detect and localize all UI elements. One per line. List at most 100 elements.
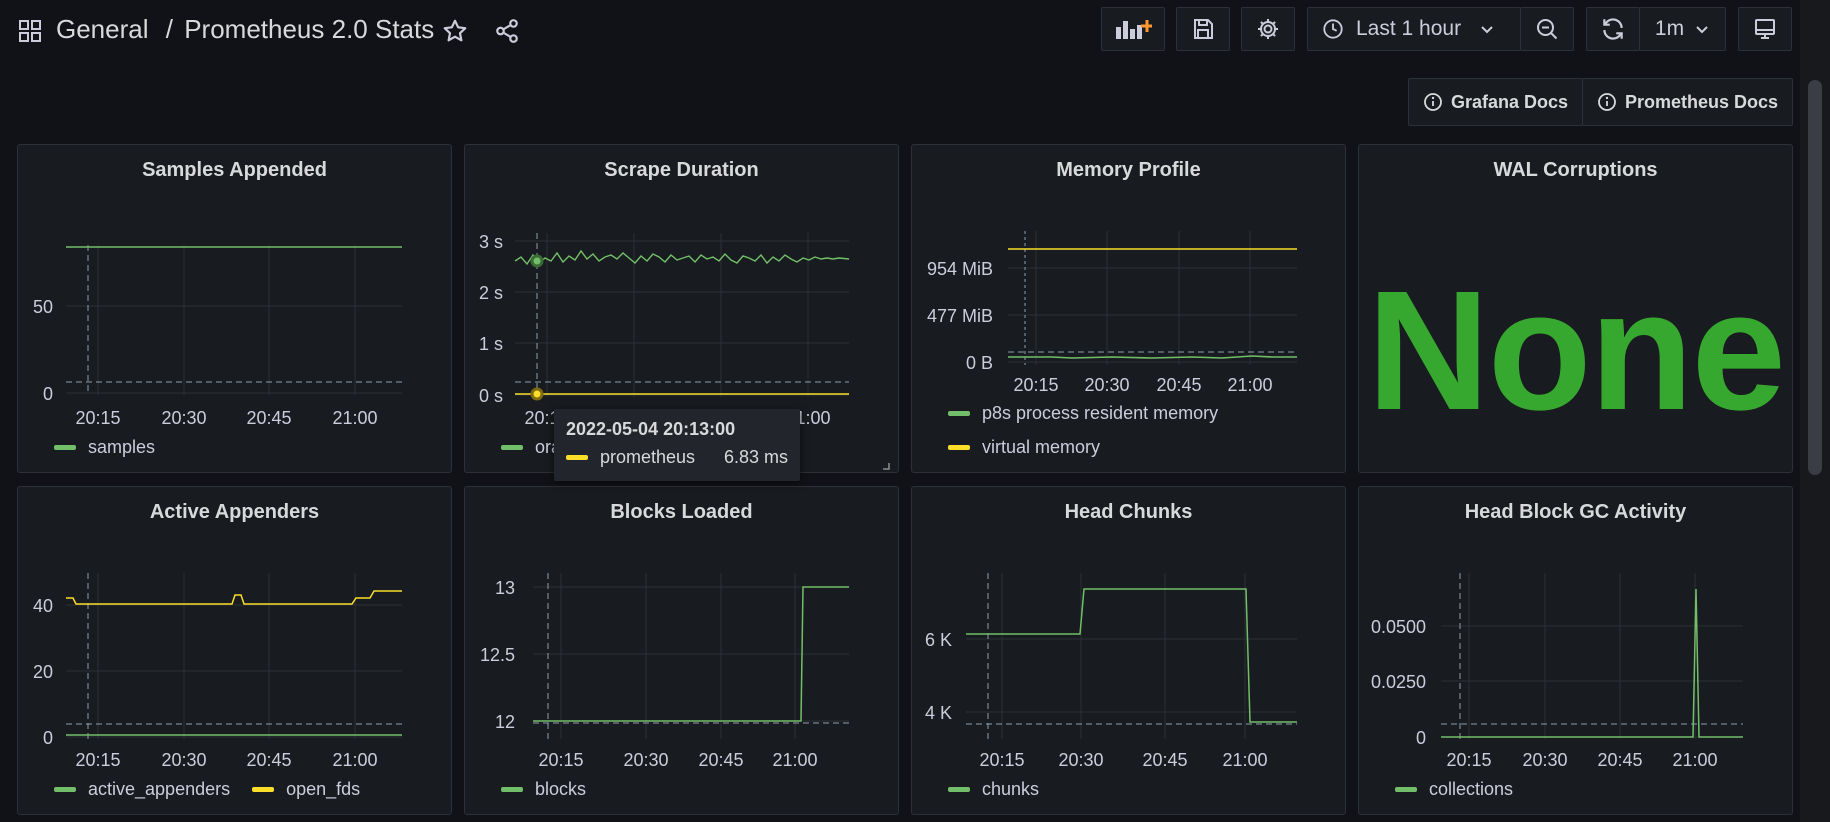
y-tick-label: 13 (495, 578, 515, 598)
legend-item[interactable]: samples (54, 437, 155, 458)
chevron-down-icon (1696, 26, 1708, 34)
blocks-loaded-chart: 13 12.5 12 20:15 20:30 20:45 21:00 (480, 573, 849, 770)
panel-active-appenders[interactable]: Active Appenders 40 20 0 20:15 20:30 20:… (17, 486, 452, 815)
x-tick-label: 21:00 (332, 750, 377, 770)
legend: samples (54, 437, 155, 458)
legend-item[interactable]: p8s process resident memory (948, 403, 1218, 424)
x-tick-label: 20:30 (1058, 750, 1103, 770)
grafana-docs-link[interactable]: Grafana Docs (1408, 78, 1584, 126)
y-tick-label: 0.0500 (1371, 617, 1426, 637)
x-tick-label: 20:45 (246, 408, 291, 428)
tooltip-series: prometheus (566, 447, 695, 468)
breadcrumb-folder[interactable]: General (56, 14, 149, 44)
share-icon[interactable] (494, 18, 520, 44)
panel-head-block-gc[interactable]: Head Block GC Activity 0.0500 0.0250 0 2… (1358, 486, 1793, 815)
add-panel-icon (1116, 20, 1152, 39)
x-tick-label: 20:15 (979, 750, 1024, 770)
legend: active_appenders open_fds (54, 779, 360, 800)
y-tick-label: 20 (33, 662, 53, 682)
legend-item[interactable]: virtual memory (948, 437, 1100, 458)
y-tick-label: 0 (43, 384, 53, 404)
scrollbar[interactable] (1800, 0, 1830, 822)
series-open-fds (66, 590, 402, 605)
time-range-label: Last 1 hour (1356, 17, 1462, 40)
add-panel-button[interactable] (1101, 7, 1165, 51)
x-tick-label: 21:00 (1227, 375, 1272, 395)
breadcrumb-separator: / (165, 14, 173, 44)
x-tick-label: 20:30 (623, 750, 668, 770)
tv-icon (1755, 19, 1775, 39)
x-tick-label: 20:15 (75, 408, 120, 428)
zoom-out-button[interactable] (1520, 7, 1574, 51)
memory-profile-chart: 954 MiB 477 MiB 0 B 20:15 20:30 20:45 21… (927, 231, 1297, 395)
x-tick-label: 20:15 (538, 750, 583, 770)
series-collections (1441, 588, 1743, 738)
hover-point (530, 387, 544, 401)
series-resident-memory (1008, 355, 1297, 359)
dashboard-settings-button[interactable] (1241, 7, 1295, 51)
refresh-interval-picker[interactable]: 1m (1639, 7, 1726, 51)
samples-appended-chart: 50 0 20:15 20:30 20:45 21:00 (33, 245, 402, 428)
y-tick-label: 12.5 (480, 645, 515, 665)
y-tick-label: 4 K (925, 703, 952, 723)
x-tick-label: 20:15 (75, 750, 120, 770)
panel-wal-corruptions[interactable]: WAL Corruptions None (1358, 144, 1793, 473)
refresh-button[interactable] (1586, 7, 1640, 51)
x-tick-label: 20:45 (246, 750, 291, 770)
legend-item[interactable]: open_fds (252, 779, 360, 800)
y-tick-label: 0 (1416, 728, 1426, 748)
x-tick-label: 21:00 (1672, 750, 1717, 770)
y-tick-label: 0 B (966, 353, 993, 373)
apps-icon[interactable] (18, 19, 42, 43)
settings-icon (1258, 19, 1278, 39)
y-tick-label: 0 (43, 728, 53, 748)
prometheus-docs-link[interactable]: Prometheus Docs (1582, 78, 1794, 126)
star-icon[interactable] (442, 18, 468, 44)
panel-memory-profile[interactable]: Memory Profile 954 MiB 477 MiB 0 B 20:15… (911, 144, 1346, 473)
y-tick-label: 1 s (479, 334, 503, 354)
panel-title: Blocks Loaded (610, 501, 753, 523)
head-chunks-chart: 6 K 4 K 20:15 20:30 20:45 21:00 (925, 573, 1297, 770)
x-tick-label: 20:15 (1446, 750, 1491, 770)
panel-samples-appended[interactable]: Samples Appended 50 0 20:15 20:30 20:45 … (17, 144, 452, 473)
panel-title: Samples Appended (142, 159, 327, 181)
legend-item[interactable]: blocks (501, 779, 586, 800)
x-tick-label: 20:30 (1522, 750, 1567, 770)
legend: virtual memory (948, 437, 1100, 458)
panel-title: Head Block GC Activity (1464, 501, 1687, 523)
dashboard-title[interactable]: Prometheus 2.0 Stats (184, 14, 435, 44)
x-tick-label: 20:30 (1084, 375, 1129, 395)
y-tick-label: 3 s (479, 232, 503, 252)
legend-item[interactable]: collections (1395, 779, 1513, 800)
grafana-docs-label: Grafana Docs (1451, 91, 1569, 112)
y-tick-label: 954 MiB (927, 259, 993, 279)
x-tick-label: 21:00 (1222, 750, 1267, 770)
series-chunks (966, 588, 1297, 723)
y-tick-label: 0 s (479, 386, 503, 406)
x-tick-label: 20:45 (698, 750, 743, 770)
active-appenders-chart: 40 20 0 20:15 20:30 20:45 21:00 (33, 573, 402, 770)
stat-value: None (1367, 256, 1786, 446)
save-dashboard-button[interactable] (1176, 7, 1230, 51)
scrollbar-thumb[interactable] (1808, 80, 1822, 475)
save-icon (1194, 19, 1213, 39)
time-range-picker[interactable]: Last 1 hour (1307, 7, 1521, 51)
top-navbar: General / Prometheus 2.0 Stats Last 1 ho… (0, 0, 1800, 60)
y-tick-label: 0.0250 (1371, 672, 1426, 692)
legend: ora (501, 437, 561, 458)
x-tick-label: 21:00 (332, 408, 377, 428)
panel-title: Head Chunks (1064, 501, 1193, 523)
legend-item[interactable]: ora (501, 437, 561, 458)
legend-item[interactable]: chunks (948, 779, 1039, 800)
tv-mode-button[interactable] (1738, 7, 1792, 51)
panel-title: Scrape Duration (604, 159, 759, 181)
chevron-down-icon (1481, 26, 1493, 34)
panel-head-chunks[interactable]: Head Chunks 6 K 4 K 20:15 20:30 20:45 21… (911, 486, 1346, 815)
clock-icon (1323, 19, 1343, 39)
y-tick-label: 477 MiB (927, 306, 993, 326)
y-tick-label: 40 (33, 596, 53, 616)
panel-blocks-loaded[interactable]: Blocks Loaded 13 12.5 12 20:15 20:30 20:… (464, 486, 899, 815)
x-tick-label: 20:45 (1142, 750, 1187, 770)
x-tick-label: 21:00 (772, 750, 817, 770)
legend-item[interactable]: active_appenders (54, 779, 230, 800)
